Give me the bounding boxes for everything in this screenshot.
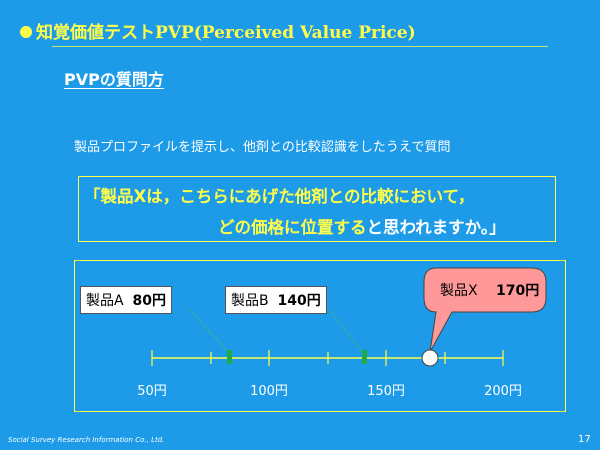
question-line-2-emphasis: どの価格に位置する [218, 218, 367, 237]
product-a-price: 80円 [132, 293, 166, 309]
product-a-label: 製品A 80円 [80, 286, 172, 314]
tick-label-200: 200円 [484, 384, 522, 399]
product-b-price: 140円 [277, 293, 321, 309]
title-jp: 知覚価値テスト [36, 23, 155, 43]
product-x-price: 170円 [496, 283, 539, 299]
tick-label-100: 100円 [250, 384, 288, 399]
footer-company: Social Survey Research Information Co., … [8, 436, 165, 444]
question-line-1: 「製品Xは，こちらにあげた他剤との比較において， [84, 183, 474, 207]
question-line-2: どの価格に位置すると思われますか。」 [218, 214, 506, 238]
title-latin: PVP(Perceived Value Price) [155, 23, 416, 43]
product-b-name: 製品B [231, 293, 269, 309]
product-a-name: 製品A [86, 293, 124, 309]
product-b-label: 製品B 140円 [225, 286, 327, 314]
tick-label-50: 50円 [137, 384, 167, 399]
price-scale-panel [74, 260, 566, 412]
product-x-marker [421, 349, 439, 367]
product-a-pointer-line [189, 309, 229, 353]
bullet-icon [20, 26, 32, 38]
tick-label-150: 150円 [367, 384, 405, 399]
question-line-2-rest: と思われますか。」 [366, 218, 506, 237]
slide-title: 知覚価値テストPVP(Perceived Value Price) [20, 18, 416, 43]
product-b-pointer-line [329, 309, 363, 353]
product-b-marker [362, 350, 367, 364]
product-x-name: 製品X [440, 283, 478, 299]
product-x-callout [423, 267, 547, 353]
page-number: 17 [578, 434, 591, 445]
title-divider [52, 46, 548, 47]
product-a-marker [227, 350, 232, 364]
question-box [78, 176, 556, 242]
description-text: 製品プロファイルを提示し、他剤との比較認識をしたうえで質問 [74, 140, 451, 155]
section-subtitle: PVPの質問方 [64, 70, 164, 89]
question-line-1-text: 「製品Xは，こちらにあげた他剤との比較において， [84, 187, 475, 206]
